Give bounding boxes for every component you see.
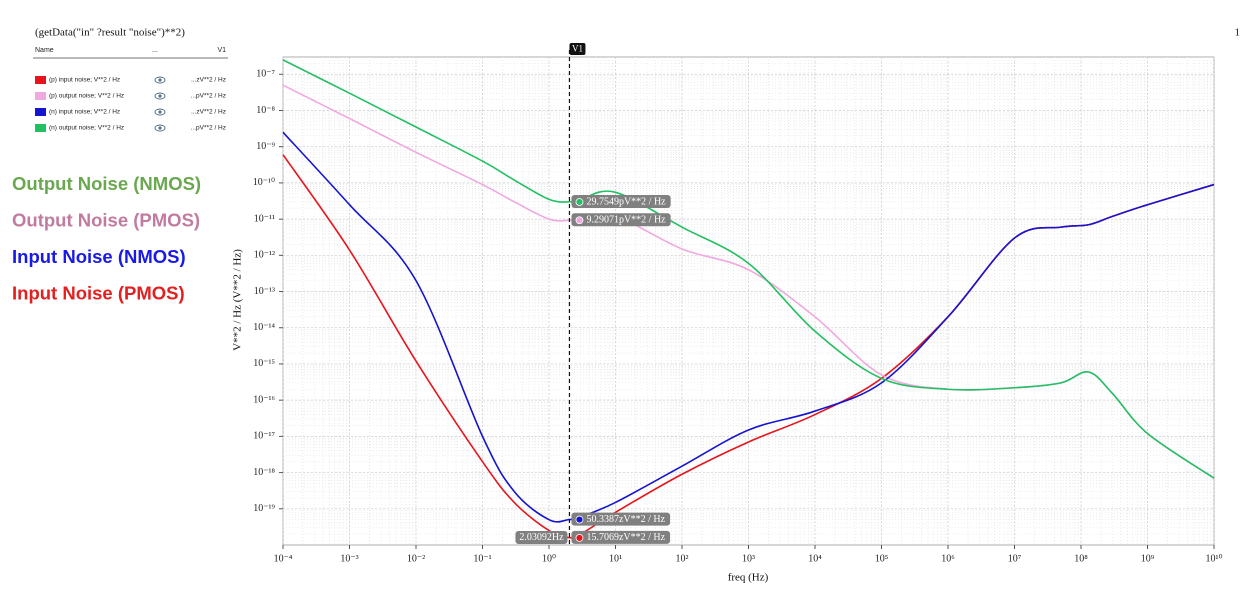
y-tick-label: 10⁻⁷: [256, 69, 275, 80]
y-tick-label: 10⁻⁹: [256, 141, 275, 152]
legend-value: ...pV**2 / Hz: [191, 93, 226, 100]
x-tick-label: 10⁶: [941, 553, 955, 564]
x-axis-label: freq (Hz): [728, 572, 769, 584]
legend-value: ...zV**2 / Hz: [191, 109, 226, 116]
x-tick-label: 10⁻²: [407, 553, 425, 564]
y-tick-label: 10⁻¹⁸: [253, 467, 275, 478]
x-tick-label: 10⁸: [1074, 553, 1088, 564]
legend-swatch: [35, 92, 46, 100]
x-tick-label: 10⁻⁴: [274, 553, 293, 564]
legend-eye-pupil: [158, 126, 162, 130]
annotation: Input Noise (PMOS): [12, 282, 185, 303]
cursor-readout: 50.3387zV**2 / Hz: [571, 512, 671, 526]
readout-dot: [575, 216, 584, 225]
readout-dot: [575, 515, 584, 524]
readout-box: [571, 530, 671, 544]
y-tick-label: 10⁻¹⁷: [253, 431, 275, 442]
legend-eye: [154, 108, 166, 116]
legend-value: ...pV**2 / Hz: [191, 125, 226, 132]
readout-box: [571, 213, 671, 227]
y-tick-label: 10⁻¹⁴: [253, 322, 275, 333]
chart-title: (getData("in" ?result "noise")**2): [35, 27, 185, 39]
legend-swatch: [35, 124, 46, 132]
legend-eye: [154, 92, 166, 100]
legend-label: (n) input noise; V**2 / Hz: [49, 109, 120, 116]
series-line: [282, 59, 1215, 479]
cursor-x-label: 2.03092Hz: [519, 532, 564, 543]
cursor-tag: [569, 43, 586, 55]
readout-label: 15.7069zV**2 / Hz: [586, 532, 665, 543]
cursor-label: V1: [572, 44, 583, 54]
legend-header: V1: [217, 47, 226, 54]
legend-label: (p) output noise; V**2 / Hz: [49, 93, 124, 100]
legend-swatch: [35, 76, 46, 84]
x-tick-label: 10⁹: [1141, 553, 1155, 564]
y-tick-label: 10⁻¹⁵: [253, 358, 275, 369]
readout-label: 29.7549pV**2 / Hz: [586, 196, 666, 207]
x-tick-label: 10⁷: [1008, 553, 1022, 564]
readout-dot: [575, 533, 584, 542]
legend-eye-pupil: [158, 78, 162, 82]
x-tick-label: 10⁵: [875, 553, 889, 564]
cursor-readout: 9.29071pV**2 / Hz: [571, 213, 671, 227]
y-tick-label: 10⁻¹³: [254, 286, 275, 297]
series-line: [282, 131, 1215, 523]
x-tick-label: 10⁰: [542, 553, 556, 564]
x-tick-label: 10¹: [609, 553, 622, 564]
annotation: Input Noise (NMOS): [12, 246, 186, 267]
legend-eye-pupil: [158, 94, 162, 98]
x-tick-label: 10³: [742, 553, 755, 564]
x-tick-label: 10²: [676, 553, 689, 564]
readout-dot: [575, 198, 584, 206]
legend-label: (n) output noise; V**2 / Hz: [49, 125, 124, 132]
readout-label: 50.3387zV**2 / Hz: [586, 514, 665, 525]
readout-box: [571, 194, 671, 208]
legend-eye-pupil: [158, 110, 162, 114]
y-tick-label: 10⁻¹⁶: [253, 394, 275, 405]
y-tick-label: 10⁻¹²: [254, 250, 275, 261]
y-tick-label: 10⁻¹⁹: [253, 503, 275, 514]
cursor-readout: 29.7549pV**2 / Hz: [571, 194, 671, 208]
legend-eye: [154, 76, 166, 84]
page-number: 1: [1235, 27, 1241, 39]
legend-header: ...: [152, 47, 158, 54]
y-tick-label: 10⁻⁸: [256, 105, 275, 116]
x-tick-label: 10⁴: [808, 553, 822, 564]
readout-box: [571, 512, 671, 526]
y-axis-label: V**2 / Hz (V**2 / Hz): [232, 249, 244, 351]
x-tick-label: 10⁻¹: [473, 553, 491, 564]
legend-label: (p) input noise; V**2 / Hz: [49, 77, 120, 84]
cursor-readout: 15.7069zV**2 / Hz: [571, 530, 671, 544]
annotation: Output Noise (PMOS): [12, 209, 200, 230]
legend-header: Name: [35, 47, 54, 54]
legend-value: ...zV**2 / Hz: [191, 77, 226, 84]
cursor-x-box: [515, 531, 568, 544]
y-tick-label: 10⁻¹⁰: [253, 177, 275, 188]
legend-eye: [154, 124, 166, 132]
annotation: Output Noise (NMOS): [12, 173, 201, 194]
y-tick-label: 10⁻¹¹: [254, 213, 275, 224]
readout-label: 9.29071pV**2 / Hz: [586, 215, 666, 226]
legend-swatch: [35, 108, 46, 116]
x-tick-label: 10¹⁰: [1205, 553, 1222, 564]
x-tick-label: 10⁻³: [340, 553, 358, 564]
